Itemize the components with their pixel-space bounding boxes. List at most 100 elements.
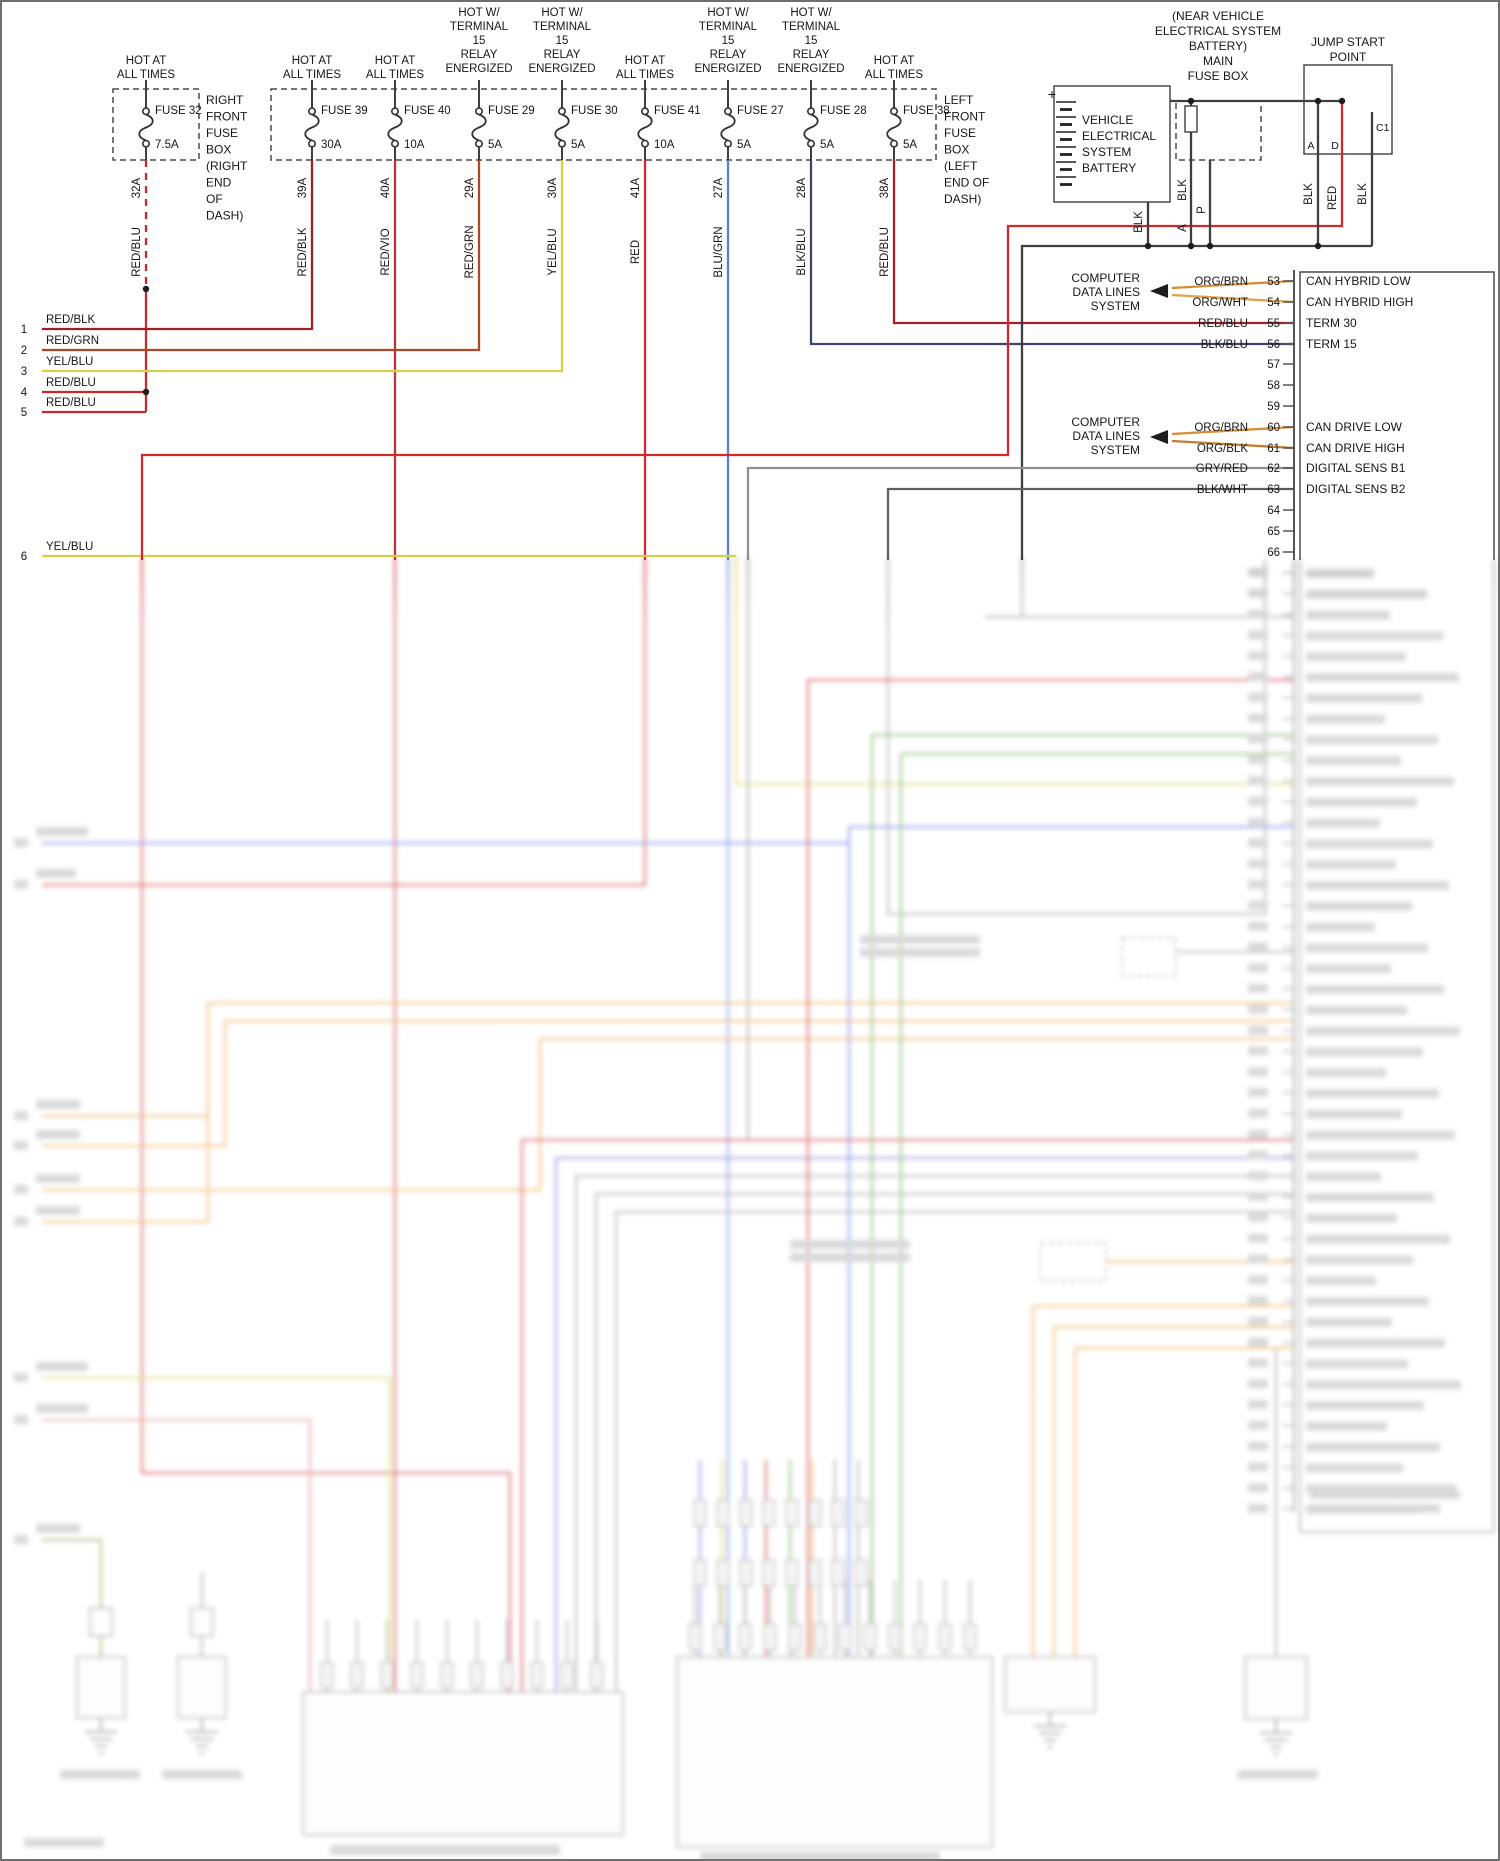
label-line: END — [206, 176, 232, 190]
fuse-header: RELAY — [710, 49, 747, 61]
fuse-header: HOT W/ — [541, 7, 583, 19]
fuse-header: TERMINAL — [699, 21, 758, 33]
fuse-32A: HOT AT ALL TIMES FUSE 32 7.5A 32A RED/BLU — [117, 55, 202, 277]
junction-dot — [1314, 242, 1322, 250]
wire-color-label: A — [1177, 224, 1189, 232]
fuse-name: FUSE 41 — [654, 105, 701, 117]
junction-dot — [142, 388, 150, 396]
fuse-name: FUSE 39 — [321, 105, 368, 117]
fuse-header: ENERGIZED — [528, 63, 595, 75]
fuse-header: HOT AT — [625, 55, 665, 67]
pin-number: 54 — [1267, 297, 1280, 309]
wire-id-label: 40A — [380, 177, 392, 198]
pin-wire-color-label: ORG/BLK — [1197, 443, 1248, 455]
fuse-name: FUSE 30 — [571, 105, 618, 117]
fuse-38A: HOT AT ALL TIMES FUSE 38 5A 38A RED/BLU — [865, 55, 950, 277]
label-line: FRONT — [206, 110, 248, 124]
fuse-element — [803, 113, 819, 142]
fuse-name: FUSE 28 — [820, 105, 867, 117]
fuse-header: HOT AT — [292, 55, 332, 67]
pin-wire-color-label: BLK/BLU — [1201, 339, 1248, 351]
pin-function-label: CAN DRIVE LOW — [1306, 420, 1403, 434]
wire-color-label: BLK — [1357, 183, 1369, 205]
fuse-header: 15 — [556, 35, 569, 47]
wire-orgbrn — [1171, 425, 1295, 436]
pin-number: 60 — [1267, 422, 1280, 434]
pin-wire-color-label: ORG/BRN — [1194, 276, 1248, 288]
wire-id-label: 28A — [796, 177, 808, 198]
fuse-terminal-bottom — [889, 139, 898, 148]
junction-dot — [1206, 242, 1214, 250]
wire-color-label: RED/BLU — [131, 227, 143, 277]
wire-orgwht — [1171, 293, 1295, 304]
label-line: (RIGHT — [206, 159, 248, 173]
left-row-4: 4 RED/BLU — [21, 377, 96, 399]
fuse-header: RELAY — [461, 49, 498, 61]
terminal-c1-label: C1 — [1376, 122, 1390, 134]
label-line: ELECTRICAL SYSTEM — [1155, 24, 1281, 38]
fuse-header: 15 — [805, 35, 818, 47]
data-lines-arrow-icon — [1150, 430, 1168, 444]
wire-id-label: 32A — [131, 177, 143, 198]
pin-number: 56 — [1267, 339, 1280, 351]
junction-dot — [1187, 97, 1195, 105]
wire-gryred — [746, 466, 1294, 560]
pin-function-label: TERM 15 — [1306, 337, 1357, 351]
label-line: ELECTRICAL — [1082, 129, 1156, 143]
label-line: BOX — [944, 143, 969, 157]
fuse-header: ALL TIMES — [283, 69, 341, 81]
fuse-amps: 10A — [654, 139, 675, 151]
pin-number: 57 — [1267, 359, 1280, 371]
fuse-terminal-top — [474, 107, 483, 116]
row-number: 1 — [21, 324, 27, 336]
terminal-d-label: D — [1331, 140, 1339, 152]
wire-redgrn — [42, 160, 481, 352]
wire-color-label: BLK/BLU — [796, 228, 808, 275]
fuse-header: ALL TIMES — [865, 69, 923, 81]
row-wire-color-label: RED/BLU — [46, 377, 96, 389]
label-line: VEHICLE — [1082, 113, 1133, 127]
label-line: BATTERY) — [1189, 39, 1247, 53]
label-line: (NEAR VEHICLE — [1172, 9, 1264, 23]
fuse-element — [720, 113, 736, 142]
fuse-header: HOT AT — [126, 55, 166, 67]
fuse-element — [886, 113, 902, 142]
pin-number: 66 — [1267, 547, 1280, 559]
fuse-element — [304, 113, 320, 142]
fuse-header: TERMINAL — [782, 21, 841, 33]
wire-id-label: 41A — [630, 177, 642, 198]
left-front-fuse-box-outline — [270, 88, 937, 161]
fuse-40A: HOT AT ALL TIMES FUSE 40 10A 40A RED/VIO — [366, 55, 451, 276]
fuse-header: RELAY — [544, 49, 581, 61]
row-number: 2 — [21, 345, 27, 357]
label-line: OF — [206, 192, 223, 206]
label-line: COMPUTER — [1071, 415, 1140, 429]
wire-color-label: RED — [1327, 186, 1339, 210]
fuse-30A: HOT W/TERMINAL 15 RELAY ENERGIZED FUSE 30 5A 3… — [528, 7, 617, 276]
wire-orgbrn — [1171, 279, 1295, 290]
pin-function-label: CAN HYBRID LOW — [1306, 274, 1411, 288]
pin-wire-color-label: GRY/RED — [1196, 463, 1248, 475]
wire-id-label: 38A — [879, 177, 891, 198]
fuse-element — [138, 113, 154, 142]
fuse-terminal-top — [889, 107, 898, 116]
wire-color-label: BLK — [1177, 179, 1189, 201]
fuse-terminal-bottom — [307, 139, 316, 148]
pin-function-label: TERM 30 — [1306, 316, 1357, 330]
fuse-header: ENERGIZED — [694, 63, 761, 75]
fuse-terminal-bottom — [474, 139, 483, 148]
fuse-header: TERMINAL — [450, 21, 509, 33]
wire-color-label: RED/GRN — [464, 225, 476, 278]
wire-blkwht — [886, 487, 1294, 560]
label-line: (LEFT — [944, 159, 978, 173]
fuse-header: HOT W/ — [790, 7, 832, 19]
fuse-header: HOT AT — [874, 55, 914, 67]
label-line: LEFT — [944, 93, 974, 107]
row-wire-color-label: RED/BLU — [46, 397, 96, 409]
fuse-header: 15 — [473, 35, 486, 47]
wire-color-label: BLK — [1303, 183, 1315, 205]
wire-color-label: RED — [630, 240, 642, 264]
fuse-header: 15 — [722, 35, 735, 47]
